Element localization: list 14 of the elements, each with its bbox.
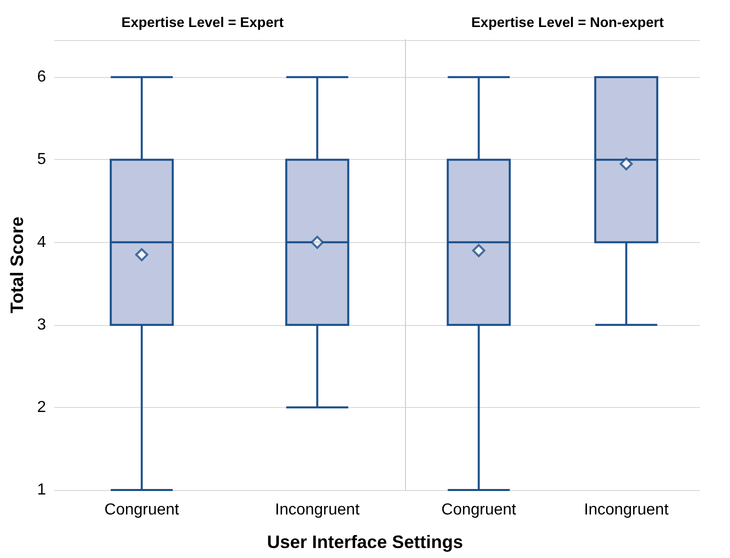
- x-axis-title: User Interface Settings: [266, 532, 464, 553]
- x-tick-label: Incongruent: [584, 502, 670, 518]
- x-tick-label: Incongruent: [274, 502, 360, 518]
- chart-title: Expertise Level = Non-expert: [471, 14, 664, 30]
- y-tick-label: 4: [37, 234, 46, 251]
- y-tick-label: 1: [37, 482, 46, 498]
- y-tick-label: 5: [37, 151, 46, 168]
- y-tick-label: 2: [37, 398, 46, 416]
- chart-title: Expertise Level = Expert: [121, 14, 284, 30]
- x-tick-label: Congruent: [104, 502, 180, 518]
- y-tick-label: 3: [37, 316, 46, 334]
- y-axis-title: Total Score: [7, 216, 27, 314]
- y-tick-label: 6: [37, 68, 46, 86]
- x-tick-label: Congruent: [441, 502, 517, 518]
